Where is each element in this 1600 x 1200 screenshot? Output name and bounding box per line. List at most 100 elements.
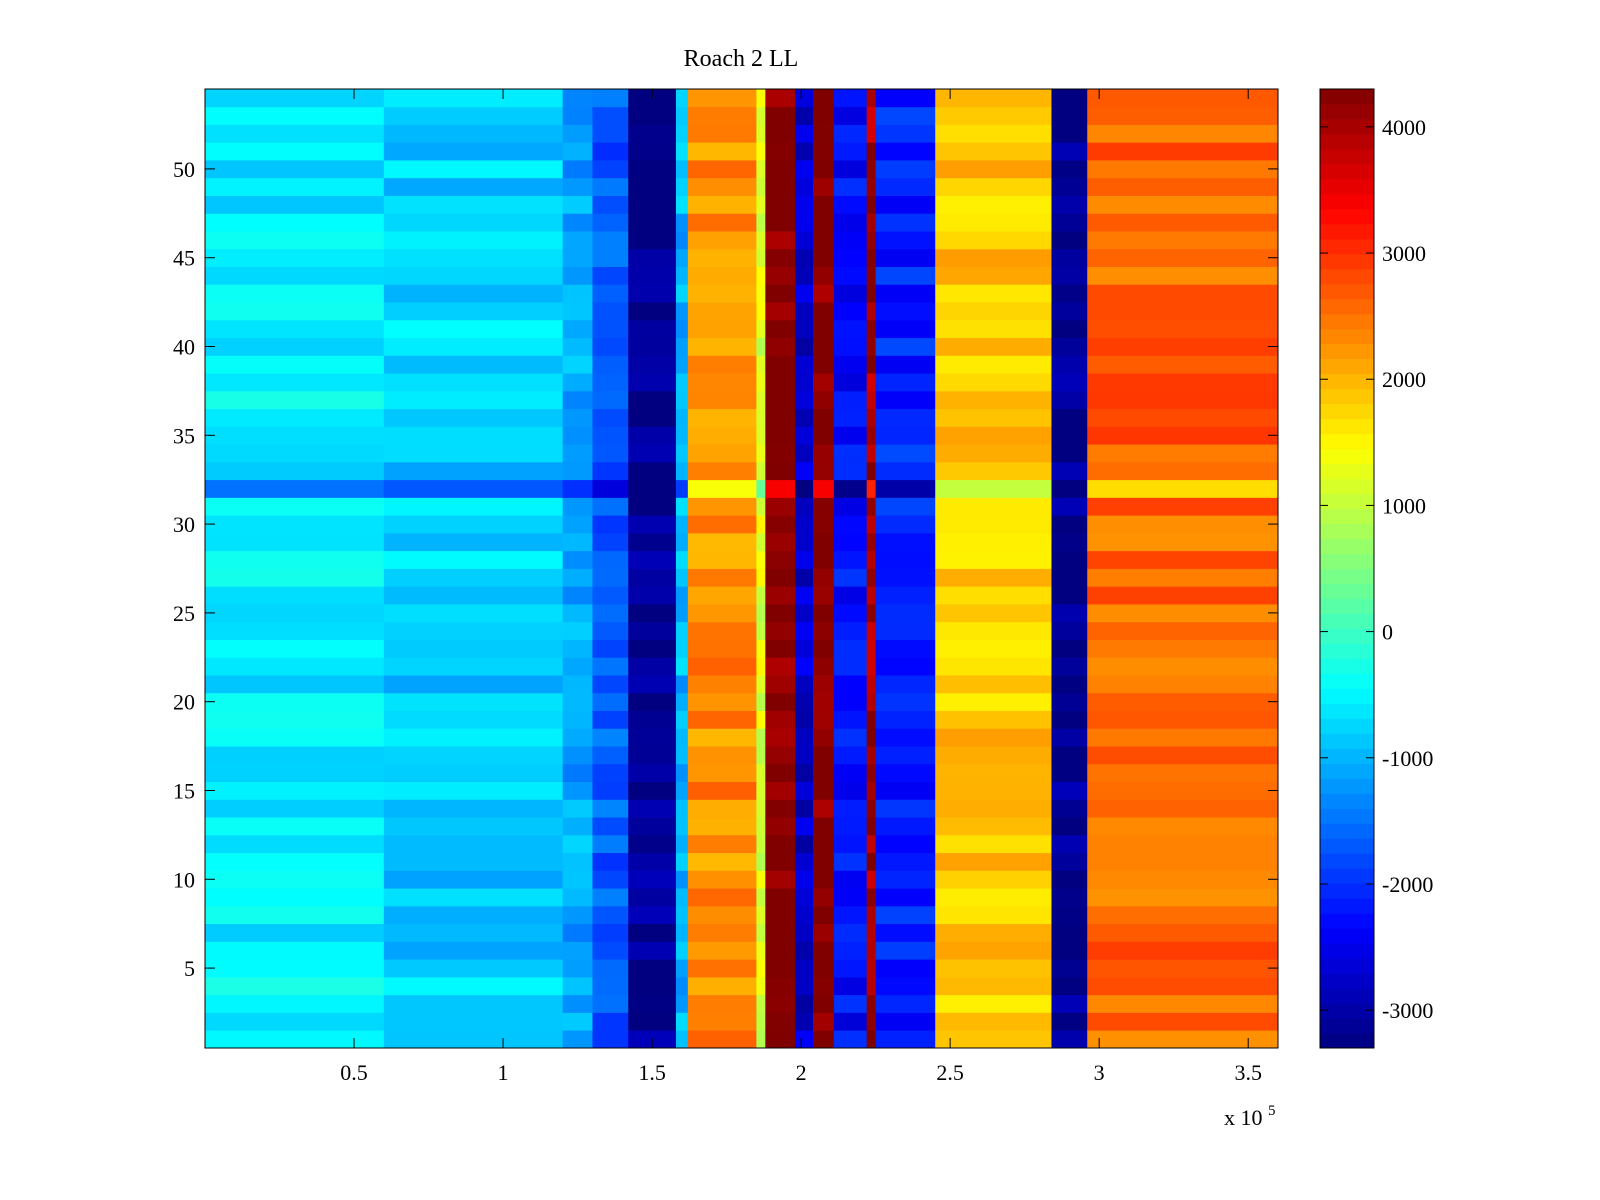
heatmap-cell (866, 1030, 877, 1049)
heatmap-cell (795, 248, 814, 267)
heatmap-cell (935, 994, 1052, 1013)
heatmap-cell (628, 177, 677, 196)
heatmap-cell (592, 604, 629, 623)
heatmap-cell (795, 213, 814, 232)
heatmap-cell (795, 905, 814, 925)
heatmap-cell (1051, 888, 1088, 907)
heatmap-cell (675, 1030, 689, 1049)
heatmap-cell (1051, 941, 1088, 960)
colorbar-tick-label: -1000 (1382, 746, 1433, 771)
heatmap-cell (628, 692, 677, 711)
heatmap-cell (813, 390, 835, 410)
heatmap-cell (813, 781, 835, 800)
heatmap-cell (687, 888, 757, 907)
heatmap-cell (765, 994, 796, 1013)
heatmap-cell (756, 213, 766, 232)
heatmap-cell (592, 799, 629, 818)
heatmap-cell (866, 408, 877, 427)
heatmap-cell (875, 160, 936, 179)
heatmap-cell (833, 390, 868, 410)
heatmap-cell (765, 106, 796, 125)
heatmap-cell (813, 515, 835, 534)
heatmap-cell (935, 728, 1052, 747)
x-tick-label: 1.5 (638, 1060, 666, 1085)
heatmap-cell (875, 106, 936, 125)
heatmap-column-segment (562, 89, 593, 1049)
colorbar-band (1320, 643, 1374, 659)
y-tick-label: 30 (173, 512, 195, 537)
colorbar-band (1320, 898, 1374, 914)
heatmap-cell (687, 497, 757, 516)
heatmap-cell (675, 550, 689, 569)
heatmap-cell (205, 231, 385, 250)
heatmap-cell (795, 923, 814, 942)
heatmap-cell (813, 1012, 835, 1031)
heatmap-cell (383, 408, 564, 427)
heatmap-cell (795, 124, 814, 143)
heatmap-cell (875, 994, 936, 1013)
heatmap-cell (562, 461, 593, 481)
heatmap-cell (875, 621, 936, 640)
heatmap-cells (205, 89, 1279, 1049)
heatmap-cell (383, 870, 564, 889)
heatmap-cell (628, 817, 677, 836)
heatmap-cell (866, 976, 877, 996)
heatmap-cell (765, 373, 796, 392)
heatmap-cell (935, 888, 1052, 907)
heatmap-cell (687, 195, 757, 214)
heatmap-cell (935, 799, 1052, 818)
heatmap-cell (795, 781, 814, 800)
heatmap-cell (866, 515, 877, 534)
heatmap-cell (813, 763, 835, 783)
colorbar-band (1320, 748, 1374, 764)
heatmap-cell (795, 852, 814, 871)
heatmap-cell (205, 799, 385, 818)
heatmap-cell (756, 568, 766, 587)
colorbar-tick-label: -2000 (1382, 872, 1433, 897)
heatmap-cell (675, 870, 689, 889)
heatmap-cell (562, 781, 593, 800)
heatmap-cell (675, 728, 689, 747)
heatmap-cell (628, 710, 677, 729)
colorbar-tick-label: 4000 (1382, 115, 1426, 140)
heatmap-cell (833, 959, 868, 978)
heatmap-cell (833, 142, 868, 161)
heatmap-cell (383, 195, 564, 214)
colorbar-band (1320, 298, 1374, 315)
heatmap-cell (833, 976, 868, 996)
heatmap-cell (562, 195, 593, 214)
heatmap-cell (1087, 817, 1279, 836)
heatmap-cell (875, 799, 936, 818)
colorbar-band (1320, 418, 1374, 435)
colorbar-ticks: -3000 -2000 -1000 0 1000 2000 3000 4000 (1320, 115, 1433, 1023)
heatmap-cell (592, 89, 629, 108)
heatmap-cell (875, 355, 936, 374)
heatmap-cell (628, 639, 677, 658)
heatmap-cell (875, 142, 936, 161)
heatmap-cell (935, 142, 1052, 161)
heatmap-cell (628, 284, 677, 303)
heatmap-cell (756, 337, 766, 356)
heatmap-cell (1051, 692, 1088, 711)
heatmap-cell (1051, 479, 1088, 498)
heatmap-cell (833, 905, 868, 925)
heatmap-cell (935, 692, 1052, 711)
heatmap-cell (383, 426, 564, 445)
y-tick-label: 45 (173, 246, 195, 271)
heatmap-cell (1087, 177, 1279, 196)
heatmap-cell (687, 408, 757, 427)
heatmap-cell (866, 799, 877, 818)
heatmap-cell (875, 1030, 936, 1049)
heatmap-cell (1051, 337, 1088, 356)
heatmap-cell (675, 923, 689, 942)
heatmap-cell (935, 106, 1052, 125)
heatmap-cell (592, 834, 629, 854)
heatmap-cell (866, 550, 877, 569)
heatmap-cell (383, 941, 564, 960)
heatmap-cell (1051, 248, 1088, 267)
heatmap-cell (795, 142, 814, 161)
heatmap-cell (383, 888, 564, 907)
heatmap-cell (795, 888, 814, 907)
heatmap-cell (383, 319, 564, 339)
heatmap-column-segment (592, 89, 629, 1049)
